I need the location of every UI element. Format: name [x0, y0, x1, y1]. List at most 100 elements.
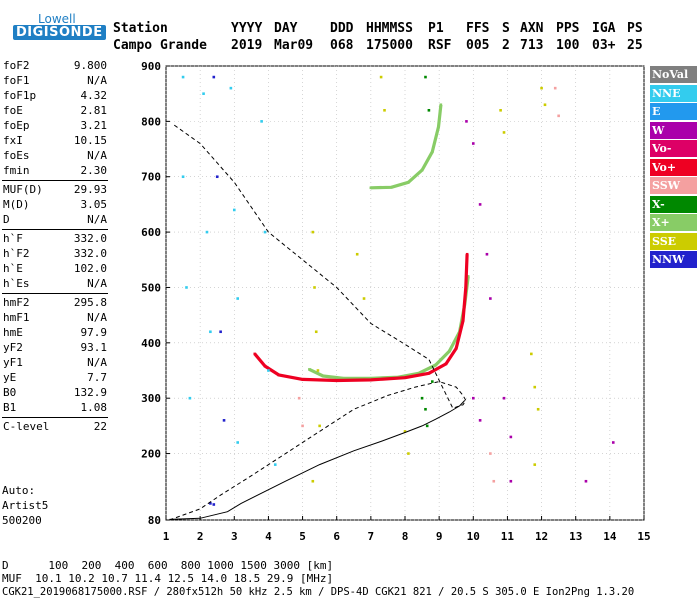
- point-w: [471, 396, 475, 400]
- param-name: foEp: [3, 119, 30, 132]
- x-tick-label: 6: [333, 530, 340, 543]
- point-nne: [181, 75, 185, 79]
- point-x-: [424, 75, 427, 79]
- legend-item-ssw: SSW: [650, 177, 697, 194]
- data-marks: [181, 75, 615, 506]
- point-x-: [424, 407, 427, 411]
- param-row: h`F 332.0: [2, 231, 108, 246]
- profile-curves: [169, 123, 467, 521]
- header-label-pps: PPS: [556, 21, 580, 36]
- axis-ticks: 1 2 3 4 5 6 7 8 9 10 11 12 13 14 158020030040050060070…: [141, 60, 651, 543]
- x-tick-label: 4: [265, 530, 272, 543]
- param-value: 29.93: [73, 183, 107, 196]
- param-value: 3.21: [80, 119, 108, 132]
- point-nne: [273, 463, 277, 466]
- param-name: fxI: [3, 134, 23, 147]
- param-name: foF1p: [3, 89, 37, 102]
- y-tick-label: 700: [141, 171, 161, 184]
- point-w: [465, 120, 468, 123]
- param-value: N/A: [87, 74, 107, 87]
- param-row: fmin 2.30: [2, 163, 108, 178]
- x-tick-label: 5: [299, 530, 306, 543]
- param-name: hmF1: [3, 311, 30, 324]
- point-nne: [267, 369, 270, 372]
- point-nne: [185, 286, 188, 289]
- param-value: 7.7: [87, 371, 107, 384]
- param-row: foF2 9.800: [2, 58, 108, 73]
- auto-label: Auto:: [2, 484, 36, 497]
- point-ssw: [557, 114, 560, 118]
- logo-lowell: Lowell: [38, 12, 76, 26]
- point-x-: [466, 275, 470, 278]
- point-sse: [311, 230, 315, 234]
- point-sse: [533, 385, 537, 389]
- header-value-hhmmss: 175000: [366, 38, 413, 53]
- param-row: D N/A: [2, 212, 108, 227]
- param-value: 102.0: [73, 262, 107, 275]
- point-nne: [229, 86, 233, 90]
- param-name: foE: [3, 104, 23, 117]
- param-name: yF2: [3, 341, 23, 354]
- param-value: 4.32: [80, 89, 108, 102]
- point-w: [584, 479, 588, 483]
- point-nne: [236, 297, 239, 300]
- point-nnw: [219, 330, 222, 334]
- param-row: foE 2.81: [2, 103, 108, 118]
- param-name: h`F2: [3, 247, 30, 260]
- param-row: yE 7.7: [2, 370, 108, 385]
- param-row: B0 132.9: [2, 385, 108, 400]
- x-tick-label: 14: [603, 530, 617, 543]
- point-vo-: [464, 286, 468, 289]
- point-ssw: [492, 479, 496, 483]
- point-nne: [263, 230, 267, 234]
- param-name: B0: [3, 386, 17, 399]
- point-vo-: [403, 376, 407, 380]
- panel-separator: [2, 417, 108, 418]
- param-value: N/A: [87, 356, 107, 369]
- point-nnw: [212, 503, 216, 506]
- header-value-ps: 25: [627, 38, 643, 53]
- point-w: [478, 203, 482, 206]
- legend-item-w: W: [650, 121, 697, 139]
- legend-item-e: E: [650, 103, 697, 120]
- param-value: N/A: [87, 213, 107, 226]
- x-tick-label: 12: [535, 530, 548, 543]
- point-sse: [543, 103, 547, 107]
- header-value-yyyy: 2019: [231, 38, 263, 53]
- param-value: 1.08: [80, 401, 108, 414]
- param-value: 2.30: [80, 164, 108, 177]
- param-value: N/A: [87, 311, 107, 324]
- distance-line: D 100 200 400 600 800 1000 1500 3000 [km…: [2, 559, 334, 572]
- y-tick-label: 400: [141, 337, 161, 350]
- point-sse: [383, 108, 386, 112]
- point-x-: [369, 186, 373, 190]
- point-nnw: [209, 502, 212, 505]
- auto-artist: Artist5: [2, 499, 49, 512]
- legend-item-nnw: NNW: [650, 251, 697, 268]
- point-ssw: [301, 424, 304, 428]
- point-x-: [369, 376, 373, 380]
- point-w: [471, 142, 475, 145]
- param-row: foF1 N/A: [2, 73, 108, 88]
- point-sse: [530, 352, 533, 356]
- point-x-: [437, 125, 440, 129]
- point-w: [485, 252, 489, 256]
- param-row: M(D) 3.05: [2, 197, 108, 212]
- header-value-s: 2: [502, 38, 510, 53]
- header-label-ddd: DDD: [330, 21, 354, 36]
- param-row: fxI 10.15: [2, 133, 108, 148]
- legend-item-sse: SSE: [650, 232, 697, 250]
- header-value-iga: 03+: [592, 38, 616, 53]
- param-name: foF2: [3, 59, 30, 72]
- param-value: 2.81: [80, 104, 108, 117]
- point-sse: [502, 131, 506, 134]
- x-tick-label: 1: [163, 530, 170, 543]
- point-sse: [318, 424, 321, 428]
- point-nne: [205, 230, 209, 234]
- point-x-: [448, 349, 451, 353]
- header-label-axn: AXN: [520, 21, 544, 36]
- point-sse: [379, 75, 383, 79]
- x-tick-label: 9: [436, 530, 443, 543]
- param-row: foF1p 4.32: [2, 88, 108, 103]
- param-row: foEp 3.21: [2, 118, 108, 133]
